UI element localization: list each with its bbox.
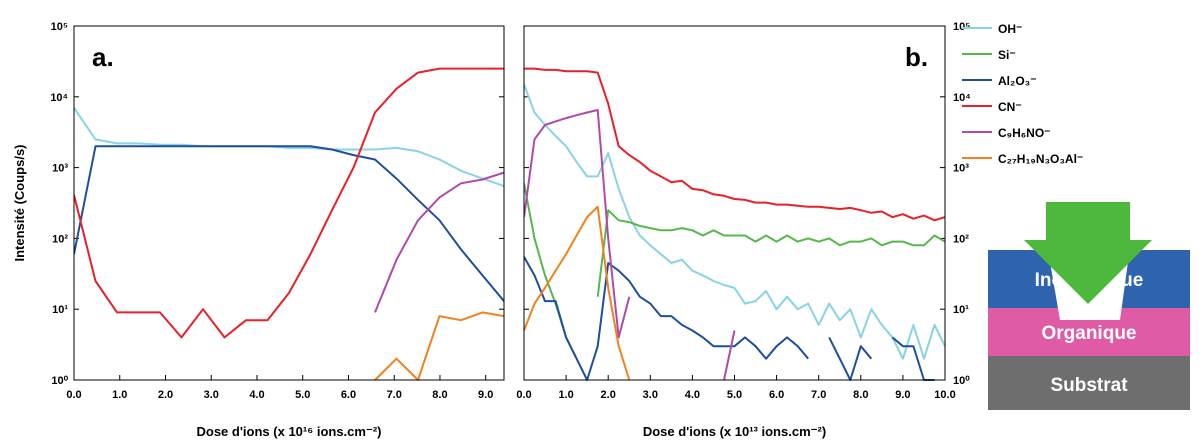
substrate-layer [988,356,1190,410]
y-tick-label: 10⁴ [50,92,68,104]
y-tick-label: 10³ [52,163,68,175]
series-line [524,83,945,360]
x-tick-label: 10.0 [934,389,955,401]
panel-label: a. [92,42,114,72]
y-tick-label: 10² [52,233,68,245]
x-tick-label: 3.0 [204,389,219,401]
series-line [374,171,504,313]
y-axis-label: Intensité (Coups/s) [12,144,27,261]
layer-label: Organique [1041,323,1136,344]
y-tick-label: 10⁰ [51,375,68,387]
series-line [74,107,504,187]
layer-diagram: Inorganique Organique Substrat [988,202,1190,410]
plot-frame [523,25,946,381]
y-tick-label: 10¹ [953,304,969,316]
x-axis-label: Dose d'ions (x 10¹⁶ ions.cm⁻²) [197,424,382,439]
x-tick-label: 9.0 [895,389,910,401]
series-line [524,67,945,222]
x-tick-label: 4.0 [249,389,264,401]
x-tick-label: 2.0 [158,389,173,401]
x-tick-label: 8.0 [432,389,447,401]
y-tick-label: 10¹ [52,304,68,316]
y-tick-label: 10⁴ [953,92,971,104]
x-tick-label: 8.0 [853,389,868,401]
x-tick-label: 1.0 [112,389,127,401]
legend-label: Si⁻ [998,48,1016,62]
legend-label: OH⁻ [998,22,1022,36]
x-tick-label: 0.0 [516,389,531,401]
y-tick-label: 10² [953,233,969,245]
ion-beam-arrow [1024,202,1152,304]
panel-label: b. [905,42,928,72]
x-tick-label: 3.0 [643,389,658,401]
legend-label: C₂₇H₁₉N₃O₃Al⁻ [998,152,1083,166]
series-line [524,109,736,381]
x-tick-label: 5.0 [727,389,742,401]
x-tick-label: 9.0 [478,389,493,401]
x-tick-label: 1.0 [558,389,573,401]
x-tick-label: 2.0 [601,389,616,401]
x-tick-label: 4.0 [685,389,700,401]
series-line [74,67,504,339]
series-line [524,205,631,381]
y-tick-label: 10⁰ [953,375,970,387]
y-tick-label: 10⁵ [953,21,970,33]
series-line [524,256,935,381]
legend-label: C₉H₆NO⁻ [998,126,1051,140]
x-tick-label: 7.0 [387,389,402,401]
plot-lines [74,67,504,381]
series-line [374,311,504,381]
layer-label: Substrat [1050,375,1128,396]
x-tick-label: 6.0 [341,389,356,401]
legend-label: Al₂O₃⁻ [998,74,1037,88]
y-tick-label: 10⁵ [51,21,68,33]
plot-frame [73,25,505,381]
x-axis-label: Dose d'ions (x 10¹³ ions.cm⁻²) [643,424,826,439]
series-line [74,145,504,302]
y-tick-label: 10³ [953,163,969,175]
x-tick-label: 7.0 [811,389,826,401]
x-tick-label: 6.0 [769,389,784,401]
x-tick-label: 0.0 [66,389,81,401]
plot-lines [524,67,945,381]
x-tick-label: 5.0 [295,389,310,401]
legend-label: CN⁻ [998,100,1022,114]
